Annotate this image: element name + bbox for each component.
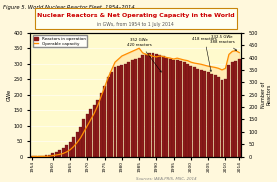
Bar xyxy=(48,155,51,157)
Bar xyxy=(127,62,130,157)
Bar xyxy=(93,104,96,157)
Bar xyxy=(96,100,99,157)
Bar xyxy=(165,58,168,157)
Bar xyxy=(217,77,220,157)
Bar xyxy=(138,58,141,157)
Bar xyxy=(62,148,65,157)
Bar xyxy=(155,54,158,157)
Bar xyxy=(186,64,189,157)
Bar xyxy=(79,127,82,157)
Bar xyxy=(196,69,199,157)
Bar xyxy=(114,67,117,157)
Bar xyxy=(72,137,75,157)
Bar xyxy=(234,61,237,157)
Bar xyxy=(207,72,210,157)
Bar xyxy=(183,62,186,157)
Bar xyxy=(107,77,110,157)
Y-axis label: GWe: GWe xyxy=(7,88,12,101)
Bar xyxy=(148,53,151,157)
Bar xyxy=(189,66,193,157)
Bar xyxy=(55,152,58,157)
Bar xyxy=(38,156,40,157)
Text: in GWs, from 1954 to 1 July 2014: in GWs, from 1954 to 1 July 2014 xyxy=(97,22,174,27)
Bar xyxy=(131,60,134,157)
Bar xyxy=(220,80,224,157)
Bar xyxy=(145,54,148,157)
Y-axis label: Number of
Reactors: Number of Reactors xyxy=(261,82,271,108)
Bar xyxy=(162,56,165,157)
Text: 352 GWe
420 reactors: 352 GWe 420 reactors xyxy=(127,38,161,72)
Bar xyxy=(141,55,144,157)
Bar xyxy=(193,67,196,157)
Bar xyxy=(158,55,161,157)
Bar xyxy=(203,71,206,157)
Bar xyxy=(41,156,44,157)
Bar xyxy=(110,72,113,157)
Bar xyxy=(231,62,234,157)
Bar xyxy=(103,86,106,157)
Bar xyxy=(83,119,85,157)
Bar xyxy=(176,60,179,157)
Bar xyxy=(58,150,61,157)
Bar xyxy=(45,155,47,157)
Bar xyxy=(86,114,89,157)
Bar xyxy=(76,132,78,157)
Bar xyxy=(65,145,68,157)
Bar xyxy=(169,59,172,157)
Bar xyxy=(224,79,227,157)
Text: Nuclear Reactors & Net Operating Capacity in the World: Nuclear Reactors & Net Operating Capacit… xyxy=(37,13,235,18)
Bar xyxy=(152,53,155,157)
Bar xyxy=(52,153,54,157)
Bar xyxy=(89,110,92,157)
Bar xyxy=(227,65,230,157)
Bar xyxy=(69,142,72,157)
Bar xyxy=(200,70,203,157)
Bar xyxy=(179,61,182,157)
Bar xyxy=(34,156,37,157)
Legend: Reactors in operation, Operable capacity: Reactors in operation, Operable capacity xyxy=(33,35,87,47)
Bar xyxy=(100,93,103,157)
Bar xyxy=(210,74,213,157)
Bar xyxy=(124,64,127,157)
Bar xyxy=(172,60,175,157)
Text: 332.5 GWe
388 reactors: 332.5 GWe 388 reactors xyxy=(210,35,237,50)
Bar xyxy=(134,59,137,157)
Bar xyxy=(117,66,120,157)
Text: 418 reactors: 418 reactors xyxy=(193,37,217,72)
Bar xyxy=(120,65,123,157)
Bar xyxy=(238,60,241,157)
Bar xyxy=(214,75,217,157)
Text: Sources: IAEA-PRIS, MSC, 2014: Sources: IAEA-PRIS, MSC, 2014 xyxy=(136,177,196,181)
Text: Figure 5. World Nuclear Reactor Fleet, 1954–2014: Figure 5. World Nuclear Reactor Fleet, 1… xyxy=(3,5,135,10)
Bar xyxy=(31,156,34,157)
